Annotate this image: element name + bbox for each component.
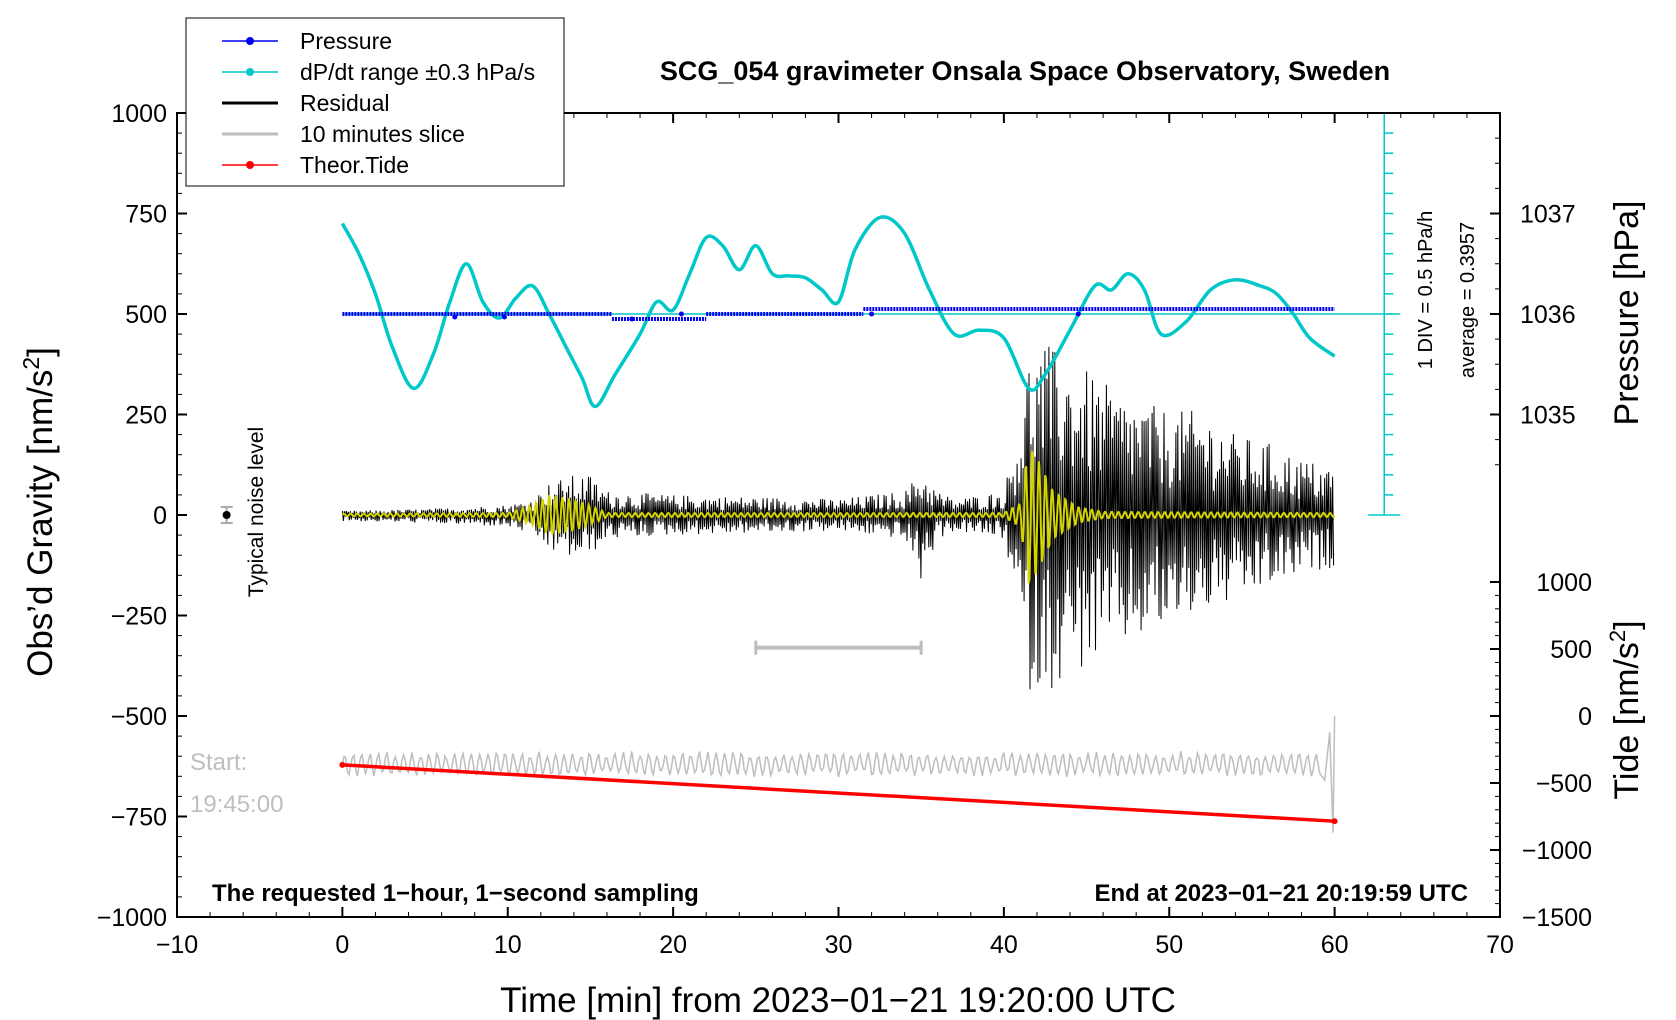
tide-axis-label-sup: 2 [1605,630,1630,642]
pressure-rate-inset: 1 DIV = 0.5 hPa/h average = 0.3957 [1368,112,1479,516]
y-tick-label: 750 [125,201,167,229]
y-axis-label-left-close: ] [21,347,60,357]
y-tick-label: −250 [111,603,167,631]
tide-axis-label-text: Tide [nm/s [1608,642,1646,799]
legend-label: dP/dt range ±0.3 hPa/s [300,59,535,85]
x-tick-label: 60 [1321,931,1349,959]
start-label: Start: [190,749,247,776]
start-time: 19:45:00 [190,791,283,818]
slice-trace-line [341,715,1336,833]
tide-tick-label: 500 [1550,636,1592,664]
pressure-axis-label: Pressure [hPa] [1608,201,1646,426]
dpdt-line [340,215,1336,409]
x-tick-label: 10 [494,931,522,959]
pressure-tick-label: 1035 [1520,402,1576,430]
x-axis: −10 0 10 20 30 40 50 60 70 [156,113,1514,959]
x-tick-label: 0 [335,931,349,959]
x-tick-label: 30 [825,931,853,959]
slice-bar [754,640,923,655]
legend-marker [246,37,254,45]
noise-label: Typical noise level [245,427,268,597]
tide-start-point [339,761,346,768]
y-tick-label: −1000 [97,904,167,932]
tide-tick-label: 1000 [1536,569,1592,597]
dpdt-series [340,215,1336,409]
y-axis-left: 1000 750 500 250 0 −250 −500 −750 −1000 [97,100,187,932]
legend: Pressure dP/dt range ±0.3 hPa/s Residual 10… [185,17,565,187]
tide-tick-label: −1000 [1522,837,1592,865]
noise-marker [220,505,233,525]
y-axis-label-left-text: Obs’d Gravity [nm/s [21,370,60,677]
tide-axis-label-close: ] [1608,620,1646,629]
plot-area: 1 DIV = 0.5 hPa/h average = 0.3957 [220,112,1479,833]
pressure-point [869,311,875,317]
slice-trace-series [341,715,1336,833]
inset-average-label: average = 0.3957 [1457,222,1479,378]
filtered-residual-line [341,451,1336,584]
tide-axis: 1000 500 0 −500 −1000 −1500 [1490,569,1592,932]
tide-end-point [1331,818,1338,825]
pressure-tick-label: 1037 [1520,201,1576,229]
filtered-residual-series [341,451,1336,584]
x-tick-label: 50 [1155,931,1183,959]
pressure-point [678,311,684,317]
pressure-point [629,316,635,322]
legend-marker [246,161,254,169]
tide-axis-label: Tide [nm/s2] [1605,620,1646,799]
legend-marker [246,68,254,76]
x-tick-label: 20 [659,931,687,959]
pressure-tick-label: 1036 [1520,301,1576,329]
tide-tick-label: −1500 [1522,904,1592,932]
pressure-series [342,306,1335,322]
legend-label: Theor.Tide [300,152,409,178]
x-tick-label: 70 [1486,931,1514,959]
x-axis-label: Time [min] from 2023−01−21 19:20:00 UTC [500,981,1176,1020]
noise-point [222,511,231,519]
y-tick-label: 500 [125,301,167,329]
y-axis-label-left-sup: 2 [18,357,44,370]
chart-title: SCG_054 gravimeter Onsala Space Observat… [660,56,1390,86]
footer-right: End at 2023−01−21 20:19:59 UTC [1094,880,1468,907]
tide-tick-label: −500 [1536,770,1592,798]
pressure-point [1075,311,1081,317]
y-tick-label: 0 [153,502,167,530]
legend-label: Residual [300,90,390,116]
pressure-point [501,314,507,320]
tide-line [342,763,1335,823]
footer-left: The requested 1−hour, 1−second sampling [212,880,699,907]
pressure-point [452,314,458,320]
tide-series [339,761,1338,825]
x-tick-label: 40 [990,931,1018,959]
legend-label: 10 minutes slice [300,121,465,147]
y-tick-label: 250 [125,402,167,430]
pressure-axis: 1037 1036 1035 [1490,112,1576,466]
y-axis-label-left: Obs’d Gravity [nm/s2] [18,347,60,677]
legend-entries: Pressure dP/dt range ±0.3 hPa/s Residual 10… [222,28,535,178]
x-tick-label: −10 [156,931,198,959]
y-tick-label: −500 [111,703,167,731]
tide-tick-label: 0 [1578,703,1592,731]
inset-div-label: 1 DIV = 0.5 hPa/h [1415,211,1437,369]
legend-label: Pressure [300,28,392,54]
y-tick-label: −750 [111,804,167,832]
y-tick-label: 1000 [111,100,167,128]
